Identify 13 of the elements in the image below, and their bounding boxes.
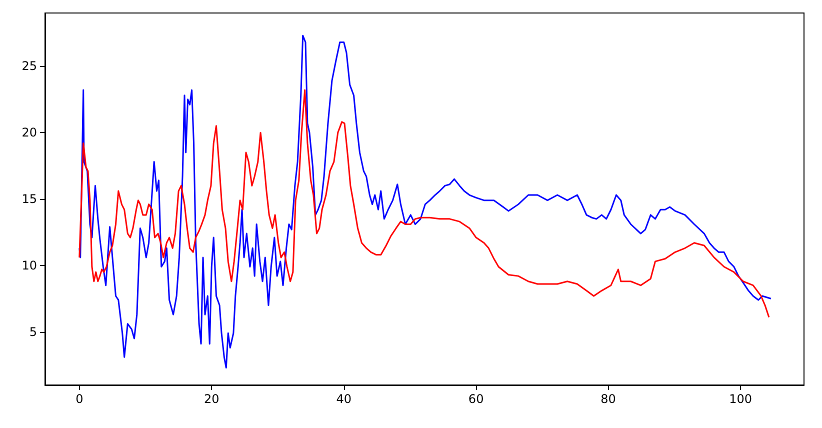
line-series: [78, 89, 770, 318]
y-tick-label: 15: [22, 192, 37, 206]
x-tick-label: 80: [600, 392, 616, 406]
y-tick-label: 25: [22, 59, 37, 74]
y-tick-label: 10: [22, 258, 37, 272]
x-tick-label: 100: [729, 392, 752, 406]
x-tick-label: 40: [336, 392, 352, 406]
line-series: [78, 34, 772, 368]
y-tick-label: 5: [29, 324, 37, 339]
x-tick-label: 0: [76, 392, 84, 406]
x-tick-label: 20: [204, 392, 220, 406]
x-tick-label: 60: [468, 392, 484, 406]
y-tick-label: 20: [22, 126, 37, 140]
